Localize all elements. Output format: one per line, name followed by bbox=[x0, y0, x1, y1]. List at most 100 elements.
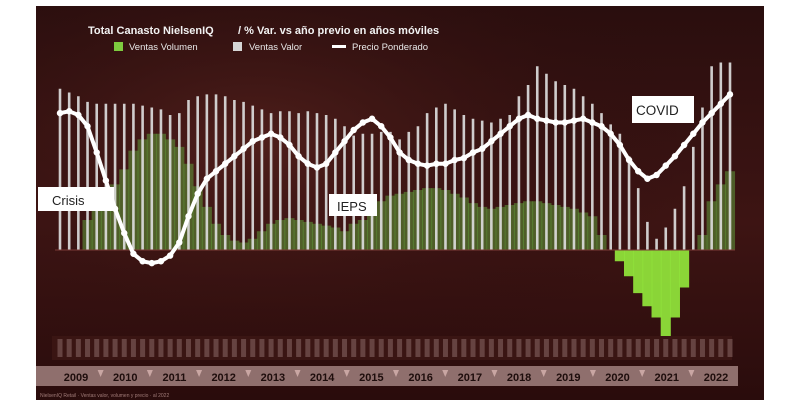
valor-bar bbox=[535, 66, 539, 250]
precio-point bbox=[524, 111, 532, 119]
precio-point bbox=[249, 138, 256, 145]
period-tick bbox=[213, 339, 219, 357]
annotation-crisis: Crisis bbox=[52, 193, 85, 208]
period-tick bbox=[378, 339, 384, 357]
precio-point bbox=[478, 145, 486, 152]
valor-bar bbox=[563, 85, 567, 250]
year-separator bbox=[245, 370, 252, 377]
precio-point bbox=[93, 149, 100, 156]
precio-point bbox=[75, 111, 82, 119]
period-tick bbox=[599, 339, 605, 357]
period-tick bbox=[543, 339, 549, 357]
valor-bar bbox=[508, 115, 512, 250]
period-tick bbox=[176, 339, 182, 357]
valor-bar bbox=[205, 94, 209, 250]
precio-point bbox=[451, 156, 458, 164]
period-tick bbox=[718, 339, 724, 357]
precio-point bbox=[662, 162, 669, 169]
period-tick bbox=[525, 339, 531, 357]
year-label: 2009 bbox=[64, 372, 88, 384]
precio-point bbox=[506, 123, 513, 130]
valor-bar bbox=[655, 238, 658, 250]
period-tick bbox=[406, 339, 412, 357]
valor-bar bbox=[260, 109, 264, 250]
precio-point bbox=[231, 153, 238, 160]
period-tick bbox=[167, 339, 173, 357]
valor-bar bbox=[67, 92, 71, 250]
precio-point bbox=[635, 168, 642, 175]
valor-bar bbox=[251, 105, 255, 250]
year-label: 2017 bbox=[458, 372, 482, 384]
valor-bar bbox=[242, 101, 245, 250]
valor-bar bbox=[168, 115, 172, 250]
valor-bar bbox=[453, 109, 456, 250]
period-tick bbox=[681, 339, 687, 357]
precio-point bbox=[267, 130, 275, 137]
valor-bar bbox=[609, 124, 612, 250]
period-tick bbox=[397, 339, 403, 357]
precio-point bbox=[671, 153, 679, 160]
period-tick bbox=[204, 339, 210, 357]
year-separator bbox=[343, 370, 350, 377]
precio-point bbox=[699, 119, 706, 126]
valor-bar bbox=[581, 96, 585, 250]
legend-swatch-precio bbox=[332, 45, 346, 48]
volumen-bar bbox=[679, 250, 690, 288]
precio-point bbox=[579, 115, 587, 122]
period-tick bbox=[498, 339, 504, 357]
valor-bar bbox=[58, 88, 62, 250]
precio-point bbox=[396, 149, 403, 156]
period-tick bbox=[103, 339, 109, 357]
period-tick bbox=[626, 339, 632, 357]
valor-bar bbox=[113, 103, 117, 250]
precio-point bbox=[185, 213, 192, 220]
valor-bar bbox=[398, 139, 401, 250]
valor-bar bbox=[334, 118, 337, 250]
period-tick bbox=[286, 339, 292, 357]
precio-point bbox=[84, 123, 91, 130]
valor-bar bbox=[132, 103, 135, 250]
period-tick bbox=[277, 339, 283, 357]
year-separator bbox=[294, 370, 301, 377]
valor-bar bbox=[297, 113, 300, 250]
valor-bar bbox=[233, 100, 236, 250]
valor-bar bbox=[196, 96, 199, 250]
valor-bar bbox=[86, 101, 89, 250]
annotation-ieps-box bbox=[329, 194, 377, 216]
precio-point bbox=[240, 145, 247, 152]
valor-bar bbox=[269, 113, 273, 250]
period-tick bbox=[130, 339, 136, 357]
valor-bar bbox=[77, 96, 80, 250]
valor-bar bbox=[490, 122, 493, 250]
period-tick bbox=[66, 339, 72, 357]
period-tick bbox=[314, 339, 320, 357]
period-tick bbox=[571, 339, 577, 357]
footnote: NielsenIQ Retail · Ventas valor, volumen… bbox=[40, 393, 169, 399]
ventas-valor-series bbox=[58, 62, 732, 250]
period-tick bbox=[305, 339, 311, 357]
year-separator bbox=[589, 370, 596, 377]
precio-point bbox=[378, 123, 385, 130]
period-tick bbox=[580, 339, 586, 357]
valor-bar bbox=[728, 62, 732, 250]
period-tick bbox=[479, 339, 485, 357]
period-tick bbox=[488, 339, 494, 357]
valor-bar bbox=[572, 88, 576, 250]
valor-bar bbox=[646, 221, 649, 250]
valor-bar bbox=[462, 115, 466, 250]
valor-bar bbox=[618, 133, 622, 250]
period-tick bbox=[268, 339, 274, 357]
period-tick bbox=[387, 339, 393, 357]
valor-bar bbox=[324, 115, 328, 250]
annotation-ieps: IEPS bbox=[337, 199, 367, 214]
valor-bar bbox=[480, 120, 484, 250]
legend-label-valor: Ventas Valor bbox=[249, 42, 302, 53]
year-label: 2014 bbox=[310, 372, 335, 384]
precio-point bbox=[130, 250, 137, 257]
valor-bar bbox=[636, 188, 640, 250]
precio-point bbox=[570, 117, 578, 124]
period-tick bbox=[323, 339, 329, 357]
valor-bar bbox=[425, 113, 429, 250]
valor-bar bbox=[278, 111, 282, 250]
